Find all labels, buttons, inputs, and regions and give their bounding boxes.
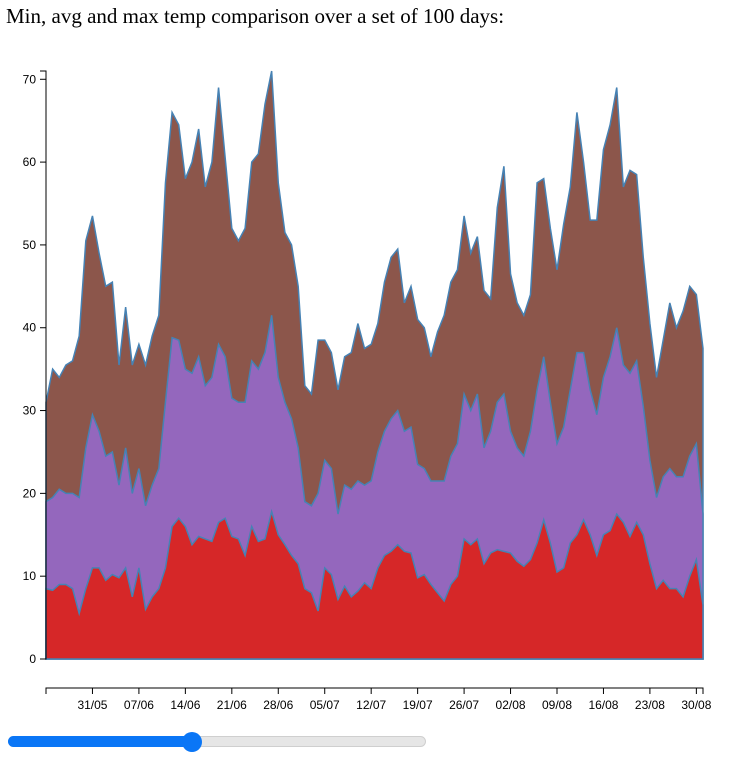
y-axis-line [40, 70, 47, 660]
y-tick-label: 20 [23, 486, 37, 500]
x-tick-label: 02/08 [496, 698, 526, 712]
x-axis: 31/05 07/06 14/06 21/06 28/06 05/07 12/07 19/07… [45, 687, 712, 712]
x-tick-label: 16/08 [588, 698, 618, 712]
x-tick-label: 28/06 [263, 698, 293, 712]
x-tick-label: 12/07 [356, 698, 386, 712]
x-tick-label: 14/06 [170, 698, 200, 712]
x-tick-label: 26/07 [449, 698, 479, 712]
x-tick-label: 19/07 [403, 698, 433, 712]
slider-fill [8, 736, 192, 747]
y-tick-label: 60 [23, 155, 37, 169]
x-tick-label: 05/07 [310, 698, 340, 712]
y-tick-label: 70 [23, 72, 37, 86]
x-tick-label: 31/05 [77, 698, 107, 712]
y-tick-label: 30 [23, 404, 37, 418]
stacked-area-chart: 0 10 20 30 40 50 60 70 31/05 07/06 14/06 21/06 28/0… [23, 70, 712, 712]
x-tick-label: 30/08 [681, 698, 711, 712]
area-layers [45, 70, 704, 660]
y-tick-label: 50 [23, 238, 37, 252]
x-tick-label: 21/06 [217, 698, 247, 712]
slider-thumb[interactable] [181, 732, 202, 752]
y-tick-label: 10 [23, 569, 37, 583]
day-range-slider[interactable] [8, 732, 426, 752]
x-tick-label: 09/08 [542, 698, 572, 712]
chart-title: Min, avg and max temp comparison over a … [6, 4, 505, 28]
x-axis-line [45, 687, 704, 694]
y-tick-label: 0 [29, 652, 36, 666]
x-tick-label: 23/08 [635, 698, 665, 712]
x-tick-label: 07/06 [124, 698, 154, 712]
y-axis: 0 10 20 30 40 50 60 70 [23, 70, 47, 666]
y-tick-label: 40 [23, 321, 37, 335]
min-temp-area [45, 508, 704, 660]
